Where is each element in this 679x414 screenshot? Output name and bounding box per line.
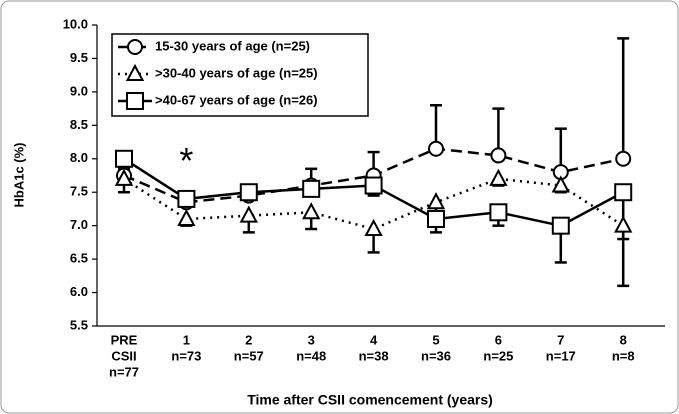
legend-box bbox=[111, 33, 369, 117]
x-tick-label: n=57 bbox=[234, 348, 264, 363]
marker bbox=[427, 209, 445, 228]
legend-label: >30-40 years of age (n=25) bbox=[155, 65, 318, 80]
marker bbox=[239, 183, 258, 202]
x-tick-label: n=17 bbox=[546, 348, 576, 363]
legend-marker bbox=[127, 39, 143, 55]
x-tick-label: 8 bbox=[620, 332, 627, 347]
marker bbox=[490, 147, 507, 164]
x-tick-label: n=38 bbox=[359, 348, 389, 363]
y-tick-label: 9.5 bbox=[70, 50, 88, 65]
marker bbox=[177, 189, 196, 208]
y-tick-label: 7.5 bbox=[70, 184, 88, 199]
y-tick-label: 7.0 bbox=[70, 217, 88, 232]
legend-marker bbox=[125, 63, 145, 81]
legend-label: >40-67 years of age (n=26) bbox=[155, 92, 318, 107]
y-tick-label: 8.0 bbox=[70, 150, 88, 165]
y-tick-label: 10.0 bbox=[63, 16, 88, 31]
x-tick-label: 1 bbox=[183, 332, 190, 347]
x-tick-label: n=8 bbox=[612, 348, 635, 363]
marker bbox=[489, 168, 508, 186]
x-tick-label: n=73 bbox=[171, 348, 201, 363]
y-tick-label: 6.5 bbox=[70, 251, 88, 266]
marker bbox=[114, 168, 134, 186]
marker bbox=[428, 140, 444, 157]
marker bbox=[239, 205, 258, 223]
legend-label: 15-30 years of age (n=25) bbox=[155, 38, 310, 53]
marker bbox=[615, 150, 632, 167]
x-tick-label: CSII bbox=[111, 348, 136, 363]
x-tick-label: n=36 bbox=[421, 348, 451, 363]
x-tick-label: 6 bbox=[495, 332, 502, 347]
marker bbox=[302, 202, 321, 220]
x-tick-label: 4 bbox=[370, 332, 378, 347]
marker bbox=[551, 175, 570, 193]
marker bbox=[614, 183, 633, 202]
marker bbox=[302, 179, 321, 198]
legend-marker bbox=[126, 92, 144, 110]
marker bbox=[364, 218, 383, 237]
marker bbox=[614, 215, 633, 233]
marker bbox=[115, 149, 133, 168]
marker bbox=[177, 208, 196, 226]
y-tick-label: 6.0 bbox=[70, 284, 88, 299]
marker bbox=[364, 176, 383, 195]
x-tick-label: 7 bbox=[557, 332, 564, 347]
marker bbox=[426, 192, 446, 210]
marker bbox=[489, 203, 508, 222]
y-tick-label: 9.0 bbox=[70, 83, 88, 98]
y-tick-label: 5.5 bbox=[70, 317, 88, 332]
x-axis-title: Time after CSII comencement (years) bbox=[247, 392, 493, 408]
x-tick-label: 2 bbox=[245, 332, 252, 347]
x-tick-label: PRE bbox=[111, 332, 138, 347]
x-tick-label: n=77 bbox=[109, 364, 139, 379]
x-tick-label: 5 bbox=[432, 332, 439, 347]
x-tick-label: 3 bbox=[308, 332, 315, 347]
y-tick-label: 8.5 bbox=[70, 117, 88, 132]
x-tick-label: n=25 bbox=[483, 348, 513, 363]
y-axis-title: HbA1c (%) bbox=[11, 142, 26, 207]
marker bbox=[551, 216, 570, 235]
annotation: * bbox=[179, 140, 193, 181]
x-tick-label: n=48 bbox=[296, 348, 326, 363]
